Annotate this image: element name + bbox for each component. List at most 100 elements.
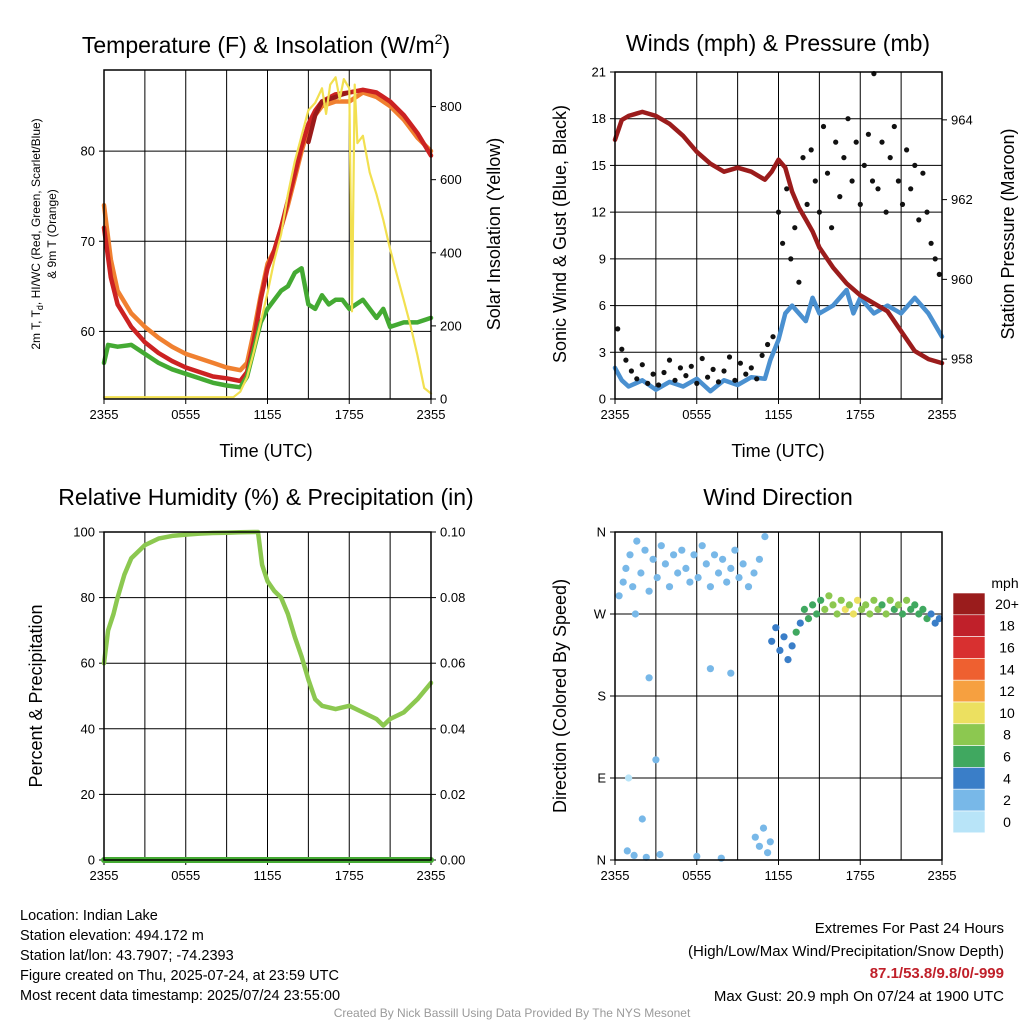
x-tick-label: 0555 — [171, 407, 200, 422]
x-tick-label: 1755 — [335, 868, 364, 883]
direction-point — [837, 596, 845, 604]
direction-point — [633, 537, 641, 545]
colorbar-label: 2 — [1003, 792, 1011, 808]
x-tick-label: 2355 — [928, 407, 957, 422]
station-info: Location: Indian Lake Station elevation:… — [20, 906, 340, 1006]
direction-point — [755, 842, 764, 850]
x-tick-label: 1155 — [765, 868, 793, 883]
gust-point — [770, 334, 776, 340]
direction-point — [919, 605, 927, 614]
direction-point — [739, 560, 747, 568]
x-tick-label: 1755 — [846, 868, 875, 883]
direction-point — [759, 824, 768, 832]
gust-point — [857, 201, 863, 207]
gust-point — [694, 380, 700, 386]
pressure-ylabel-right: Station Pressure (Maroon) — [998, 128, 1018, 339]
y-tick-label-right: 200 — [440, 318, 462, 333]
extremes-info: Extremes For Past 24 Hours (High/Low/Max… — [688, 918, 1004, 1008]
gust-point — [619, 346, 625, 352]
colorbar-label: 12 — [999, 683, 1015, 699]
humidity-panel-title: Relative Humidity (%) & Precipitation (i… — [58, 484, 473, 510]
x-tick-label: 0555 — [171, 868, 200, 883]
colorbar-swatch — [952, 658, 986, 681]
direction-point — [645, 674, 653, 682]
direction-point — [678, 546, 686, 554]
x-tick-label: 2355 — [90, 868, 119, 883]
direction-point — [849, 610, 858, 618]
direction-point — [631, 610, 640, 618]
gust-point — [808, 147, 814, 153]
temperature-panel-title: Temperature (F) & Insolation (W/m2) — [82, 31, 450, 58]
y-tick-label-right: 958 — [951, 352, 973, 367]
gust-point — [908, 186, 914, 192]
direction-ylabel-left: Direction (Colored By Speed) — [550, 579, 570, 813]
direction-point — [735, 574, 743, 582]
elevation-text: Station elevation: 494.172 m — [20, 928, 204, 944]
y-tick-label-left: 21 — [592, 65, 606, 80]
gust-point — [661, 369, 667, 376]
gust-point — [928, 240, 934, 246]
direction-point — [629, 583, 637, 591]
extremes-legend: (High/Low/Max Wind/Precipitation/Snow De… — [688, 942, 1004, 960]
y-tick-label-right: 0.04 — [440, 721, 465, 736]
figure: Temperature (F) & Insolation (W/m2) Wind… — [26, 30, 1019, 884]
direction-point — [923, 615, 931, 623]
gust-point — [677, 365, 684, 371]
solar-ylabel-right: Solar Insolation (Yellow) — [484, 138, 504, 330]
colorbar-label: 18 — [999, 618, 1015, 634]
colorbar-swatch — [952, 723, 986, 746]
gust-point — [699, 355, 705, 362]
latlon-text: Station lat/lon: 43.7907; -74.2393 — [20, 948, 234, 964]
y-tick-label-right: 0.00 — [440, 853, 465, 868]
y-tick-label-right: 0 — [440, 392, 447, 407]
y-tick-label-left: 18 — [592, 111, 606, 126]
direction-point — [750, 569, 758, 577]
gust-point — [904, 147, 910, 153]
y-tick-label-left: 6 — [599, 298, 606, 313]
gust-point — [765, 341, 771, 348]
x-tick-label: 2355 — [417, 407, 446, 422]
y-tick-label-left: 70 — [81, 234, 95, 249]
y-tick-label-left: N — [597, 853, 606, 868]
direction-point — [719, 555, 727, 563]
direction-point — [649, 555, 657, 563]
gust-point — [804, 201, 810, 207]
gust-point — [666, 357, 673, 363]
temperature-xlabel: Time (UTC) — [219, 441, 312, 461]
gust-point — [710, 366, 716, 372]
gust-point — [920, 170, 926, 176]
direction-point — [645, 587, 653, 595]
x-tick-label: 2355 — [928, 868, 957, 883]
gust-point — [743, 371, 749, 377]
y-tick-label-left: 100 — [73, 525, 95, 540]
winds-plot: 2355 0555 1155 1755 235503691215182195896096… — [592, 65, 973, 423]
gust-point — [865, 131, 872, 137]
max-gust-text: Max Gust: 20.9 mph On 07/24 at 1900 UTC — [713, 987, 1004, 1005]
direction-point — [833, 610, 841, 618]
direction-point — [776, 646, 784, 655]
y-tick-label-left: W — [594, 607, 607, 622]
direction-point — [853, 596, 862, 604]
colorbar-label: 16 — [999, 640, 1015, 656]
gust-point — [784, 186, 790, 192]
pressure-series — [612, 109, 945, 366]
direction-point — [788, 642, 796, 650]
direction-point — [792, 628, 800, 636]
x-tick-label: 1755 — [846, 407, 875, 422]
location-text: Location: Indian Lake — [20, 908, 158, 924]
x-tick-label: 1155 — [254, 868, 282, 883]
x-tick-label: 2355 — [90, 407, 119, 422]
direction-point — [796, 619, 804, 627]
direction-point — [927, 610, 935, 618]
gust-point — [875, 186, 881, 192]
x-tick-label: 2355 — [417, 868, 446, 883]
gust-point — [775, 209, 782, 215]
colorbar-swatch — [952, 614, 986, 637]
gust-point — [816, 209, 823, 215]
gust-point — [634, 376, 640, 382]
direction-point — [845, 601, 854, 609]
direction-point — [693, 852, 701, 861]
colorbar-swatch — [952, 636, 986, 659]
